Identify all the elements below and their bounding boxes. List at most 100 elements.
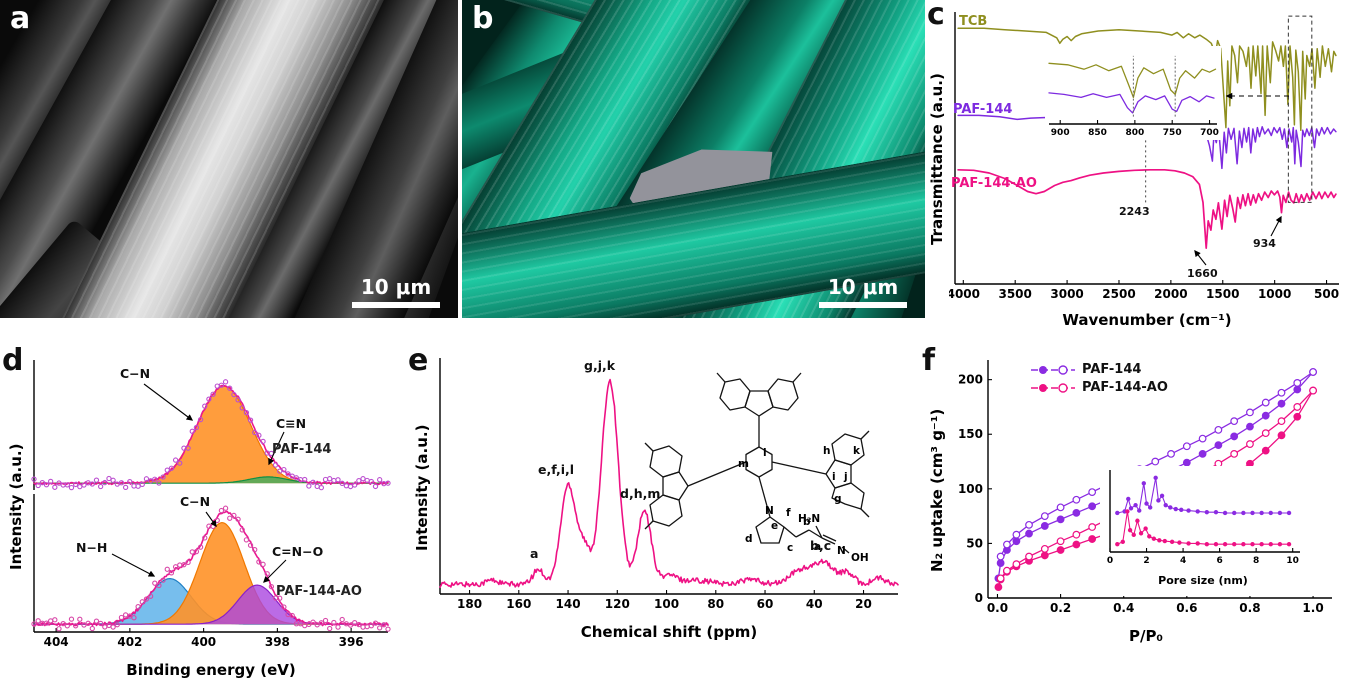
- ftir-inset: 900 850 800 750 700: [1045, 46, 1221, 140]
- structure-label-a: a: [814, 541, 821, 553]
- xps-paf144-chart: [31, 360, 391, 491]
- svg-text:0: 0: [1107, 556, 1113, 566]
- f-y-axis-label: N₂ uptake (cm³ g⁻¹): [928, 408, 946, 572]
- svg-text:750: 750: [1163, 128, 1182, 138]
- xps-paf144-plot: C−N C≡N PAF-144: [28, 354, 394, 492]
- pore-x-axis-label: Pore size (nm): [1158, 574, 1248, 587]
- svg-text:1000: 1000: [1258, 287, 1291, 301]
- structure-label-g: g: [834, 493, 842, 505]
- svg-text:0.0: 0.0: [987, 601, 1008, 615]
- nmr-peak-dhm: d,h,m: [620, 486, 661, 501]
- svg-text:0.8: 0.8: [1239, 601, 1260, 615]
- legend-item-paf144: PAF-144: [1030, 362, 1168, 377]
- label-c3n: C≡N: [276, 416, 307, 431]
- structure-label-h: h: [823, 445, 830, 457]
- svg-text:6: 6: [1216, 556, 1222, 566]
- svg-text:20: 20: [855, 597, 872, 611]
- svg-text:400: 400: [191, 635, 216, 649]
- scale-bar-text: 10 μm: [360, 275, 432, 299]
- nmr-peak-efil: e,f,i,l: [538, 462, 575, 477]
- label-sample-paf144ao: PAF-144-AO: [276, 584, 362, 599]
- svg-text:8: 8: [1253, 556, 1259, 566]
- trace-label-tcb: TCB: [959, 14, 988, 29]
- structure-label-d: d: [745, 533, 753, 545]
- legend-item-paf144ao: PAF-144-AO: [1030, 380, 1168, 395]
- trace-label-paf144ao: PAF-144-AO: [951, 176, 1037, 191]
- nmr-plot: 180 160 140 120 100 80 60 40 20 a e,f,i,l g,j,k …: [434, 354, 904, 622]
- sem-image-grayscale: a 10 μm: [0, 0, 458, 318]
- svg-text:0.2: 0.2: [1050, 601, 1071, 615]
- svg-text:4: 4: [1180, 556, 1186, 566]
- structure-label-e: e: [771, 520, 778, 532]
- c-y-axis-label: Transmittance (a.u.): [928, 73, 946, 245]
- pore-size-chart: 0 2 4 6 8 10: [1107, 470, 1300, 566]
- svg-text:900: 900: [1051, 128, 1070, 138]
- panel-d: d Intensity (a.u.) C−N C≡N PAF-144: [2, 343, 408, 698]
- structure-label-l: l: [763, 447, 767, 459]
- structure-label-i: i: [832, 471, 836, 483]
- label-sample-paf144: PAF-144: [272, 442, 332, 457]
- chemical-structure: l m h i j k g f e d c b a H₂N N: [644, 372, 870, 564]
- svg-text:140: 140: [556, 597, 581, 611]
- nmr-peak-a: a: [530, 546, 539, 561]
- svg-text:50: 50: [966, 536, 983, 550]
- ftir-inset-chart: 900 850 800 750 700: [1048, 55, 1219, 138]
- svg-text:0.4: 0.4: [1113, 601, 1134, 615]
- structure-label-m: m: [738, 458, 749, 470]
- panel-e: e Intensity (a.u.) 180 160 140 120 100 80 60 40…: [408, 346, 922, 698]
- panel-c-label: c: [927, 0, 945, 32]
- label-nh: N−H: [76, 540, 108, 555]
- scale-bar-line: [352, 302, 440, 308]
- e-y-axis-label: Intensity (a.u.): [413, 424, 431, 552]
- svg-text:3000: 3000: [1050, 287, 1083, 301]
- d-y-axis-label: Intensity (a.u.): [7, 443, 25, 571]
- xps-paf144ao-chart: 404 402 400 398 396: [31, 494, 391, 649]
- legend-marker-paf144ao: [1031, 382, 1075, 393]
- svg-text:200: 200: [958, 373, 983, 387]
- scale-bar-b: 10 μm: [819, 275, 907, 308]
- structure-label-pyrrole-n: N: [765, 505, 774, 517]
- panel-f-label: f: [922, 343, 936, 378]
- scale-bar-line: [819, 302, 907, 308]
- pore-size-inset: 0 2 4 6 8 10 Pore size (nm): [1100, 466, 1314, 596]
- svg-text:4000: 4000: [949, 287, 980, 301]
- isotherm-plot: 0.0 0.2 0.4 0.6 0.8 1.0 0 50 100 150 200 PAF-144: [950, 354, 1342, 626]
- svg-text:100: 100: [958, 482, 983, 496]
- scale-bar-a: 10 μm: [352, 275, 440, 308]
- svg-text:180: 180: [457, 597, 482, 611]
- legend-label-paf144ao: PAF-144-AO: [1082, 380, 1168, 395]
- scale-bar-text: 10 μm: [827, 275, 899, 299]
- annotation-1660: 1660: [1187, 267, 1218, 280]
- structure-label-j: j: [843, 471, 848, 483]
- svg-text:850: 850: [1088, 128, 1107, 138]
- structure-label-k: k: [853, 445, 861, 457]
- svg-text:396: 396: [339, 635, 364, 649]
- legend-label-paf144: PAF-144: [1082, 362, 1142, 377]
- svg-text:0.6: 0.6: [1176, 601, 1197, 615]
- panel-c: c Transmittance (a.u.) 4000 3500 3000 2500 2…: [925, 0, 1358, 346]
- structure-label-b: b: [803, 516, 811, 528]
- d-x-axis-label: Binding energy (eV): [126, 661, 296, 679]
- f-x-axis-label: P/P₀: [1128, 627, 1164, 645]
- label-cno: C=N−O: [272, 544, 324, 559]
- svg-text:150: 150: [958, 427, 983, 441]
- nmr-peak-gjk: g,j,k: [584, 358, 616, 373]
- svg-text:700: 700: [1200, 128, 1219, 138]
- e-x-axis-label: Chemical shift (ppm): [580, 623, 758, 641]
- svg-text:10: 10: [1286, 556, 1299, 566]
- svg-text:398: 398: [265, 635, 290, 649]
- svg-text:0: 0: [975, 591, 983, 605]
- svg-text:160: 160: [506, 597, 531, 611]
- svg-text:2500: 2500: [1102, 287, 1135, 301]
- structure-label-oxime-n: N: [837, 545, 846, 557]
- xps-paf144ao-plot: 404 402 400 398 396 C−N N−H C=N−O PAF-144-AO: [28, 492, 394, 660]
- svg-text:100: 100: [654, 597, 679, 611]
- svg-text:2000: 2000: [1154, 287, 1187, 301]
- structure-label-f: f: [786, 507, 791, 519]
- svg-text:800: 800: [1125, 128, 1144, 138]
- svg-text:404: 404: [44, 635, 69, 649]
- annotation-934: 934: [1253, 237, 1276, 250]
- svg-text:40: 40: [806, 597, 823, 611]
- panel-d-label: d: [2, 343, 24, 378]
